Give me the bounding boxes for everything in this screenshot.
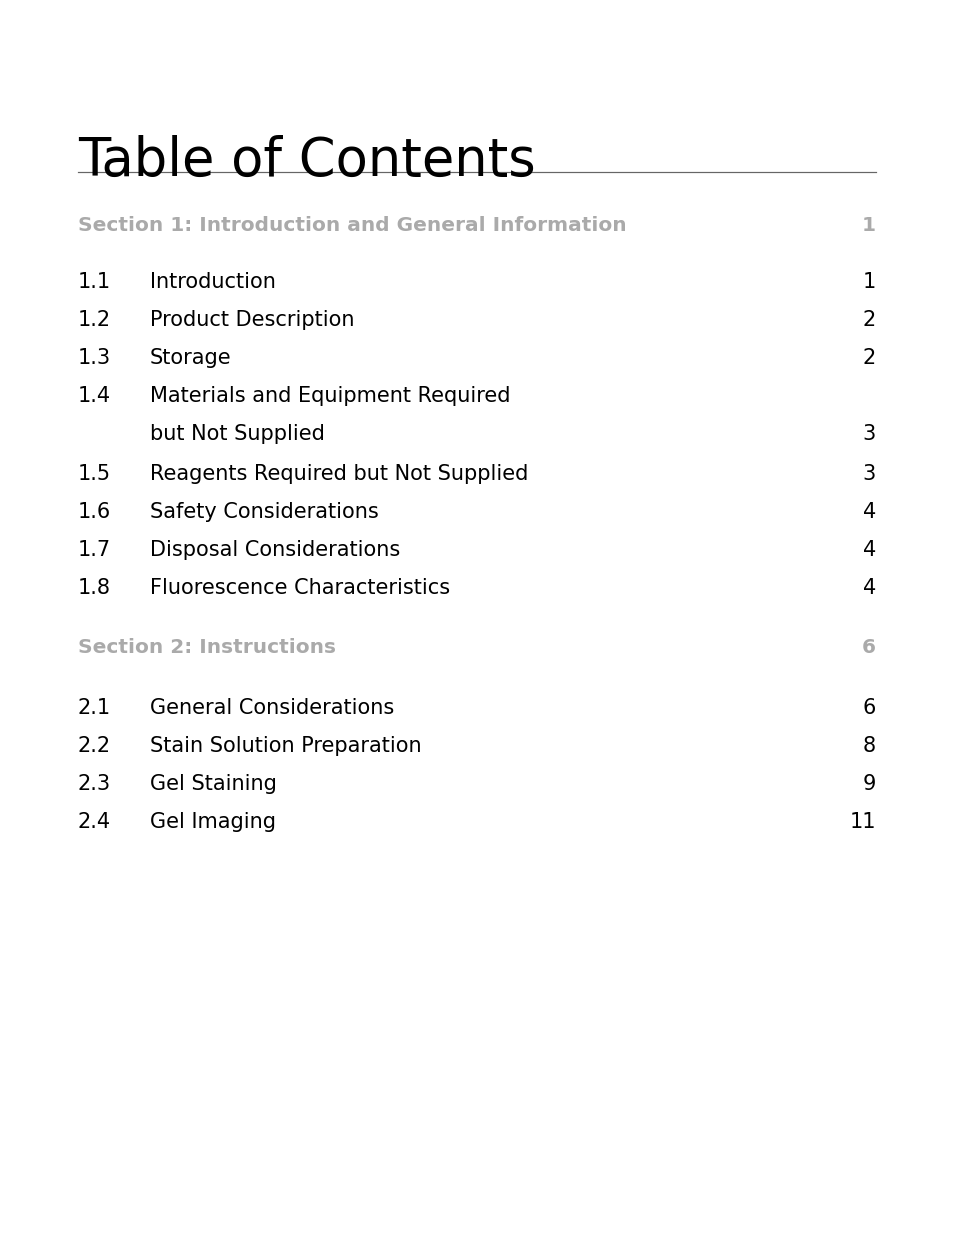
Text: 2.2: 2.2 bbox=[78, 736, 111, 756]
Text: Section 1: Introduction and General Information: Section 1: Introduction and General Info… bbox=[78, 216, 626, 236]
Text: Materials and Equipment Required: Materials and Equipment Required bbox=[150, 386, 510, 406]
Text: 1.1: 1.1 bbox=[78, 272, 111, 292]
Text: 1.5: 1.5 bbox=[78, 464, 111, 485]
Text: Disposal Considerations: Disposal Considerations bbox=[150, 540, 400, 560]
Text: 2.3: 2.3 bbox=[78, 774, 111, 794]
Text: 8: 8 bbox=[862, 736, 875, 756]
Text: Table of Contents: Table of Contents bbox=[78, 134, 536, 187]
Text: 2.1: 2.1 bbox=[78, 698, 111, 718]
Text: Gel Imaging: Gel Imaging bbox=[150, 813, 275, 832]
Text: 1: 1 bbox=[862, 216, 875, 236]
Text: Storage: Storage bbox=[150, 348, 232, 367]
Text: Section 2: Instructions: Section 2: Instructions bbox=[78, 637, 335, 657]
Text: Stain Solution Preparation: Stain Solution Preparation bbox=[150, 736, 421, 756]
Text: 2: 2 bbox=[862, 309, 875, 330]
Text: General Considerations: General Considerations bbox=[150, 698, 394, 718]
Text: 3: 3 bbox=[862, 464, 875, 485]
Text: 3: 3 bbox=[862, 424, 875, 444]
Text: 2.4: 2.4 bbox=[78, 813, 111, 832]
Text: 6: 6 bbox=[862, 698, 875, 718]
Text: 1.2: 1.2 bbox=[78, 309, 111, 330]
Text: Gel Staining: Gel Staining bbox=[150, 774, 276, 794]
Text: Fluorescence Characteristics: Fluorescence Characteristics bbox=[150, 578, 450, 598]
Text: 11: 11 bbox=[848, 813, 875, 832]
Text: Safety Considerations: Safety Considerations bbox=[150, 502, 378, 522]
Text: Reagents Required but Not Supplied: Reagents Required but Not Supplied bbox=[150, 464, 528, 485]
Text: 1.8: 1.8 bbox=[78, 578, 111, 598]
Text: 2: 2 bbox=[862, 348, 875, 367]
Text: but Not Supplied: but Not Supplied bbox=[150, 424, 325, 444]
Text: 1.3: 1.3 bbox=[78, 348, 111, 367]
Text: 4: 4 bbox=[862, 540, 875, 560]
Text: Introduction: Introduction bbox=[150, 272, 275, 292]
Text: 1.6: 1.6 bbox=[78, 502, 112, 522]
Text: 9: 9 bbox=[862, 774, 875, 794]
Text: 6: 6 bbox=[862, 637, 875, 657]
Text: 1: 1 bbox=[862, 272, 875, 292]
Text: Product Description: Product Description bbox=[150, 309, 355, 330]
Text: 1.7: 1.7 bbox=[78, 540, 111, 560]
Text: 4: 4 bbox=[862, 578, 875, 598]
Text: 1.4: 1.4 bbox=[78, 386, 111, 406]
Text: 4: 4 bbox=[862, 502, 875, 522]
